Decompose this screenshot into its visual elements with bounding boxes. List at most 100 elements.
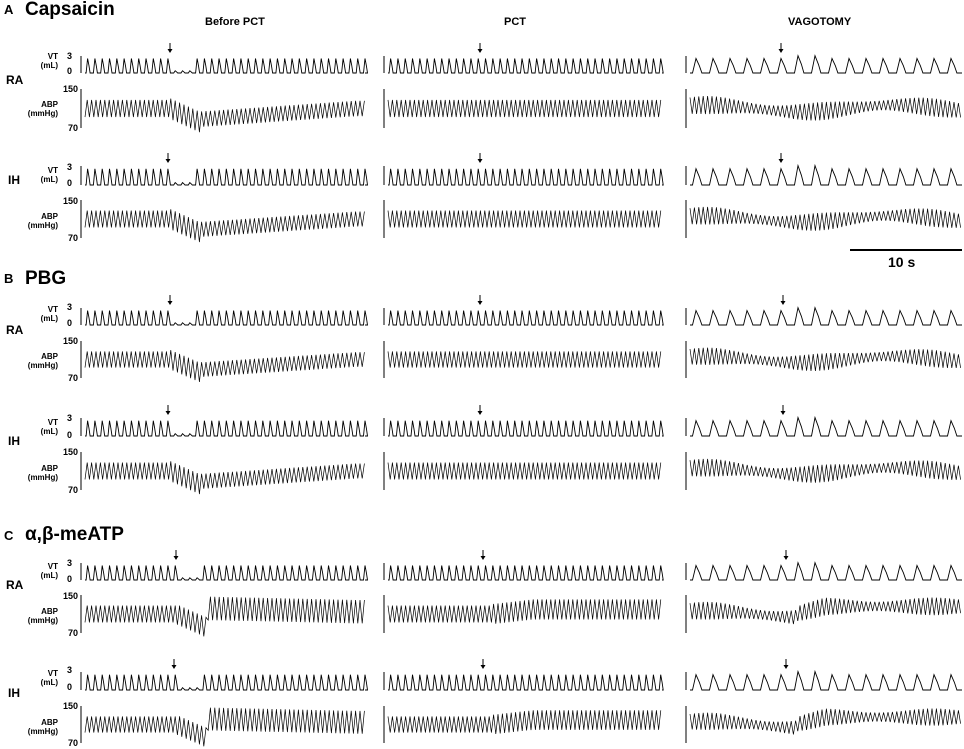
panel-b-ih-vagotomy-abp-trace — [689, 458, 961, 483]
panel-b-ih-before-pct-abp-trace — [84, 461, 365, 495]
panel-c-ra-vt-tick-max: 3 — [66, 558, 72, 568]
panel-c-ih-abp-label: ABP (mmHg) — [27, 718, 58, 736]
panel-b-ra-before-pct-stimulus-arrow-icon-head — [167, 301, 173, 305]
panel-b-ra-vagotomy-abp-trace — [689, 347, 961, 371]
panel-a-ra-abp-label: ABP (mmHg) — [27, 100, 58, 118]
panel-c-ih-before-pct-vt-trace — [85, 674, 369, 691]
panel-a-ra-abp-tick-max: 150 — [62, 84, 78, 94]
panel-b-ih-vt-label: VT (mL) — [40, 418, 58, 436]
panel-b-ra-vt-tick-max: 3 — [66, 302, 72, 312]
panel-a-ra-vagotomy-vt-trace — [690, 54, 962, 74]
column-header-vagotomy: VAGOTOMY — [788, 16, 852, 28]
panel-c-ra-abp-tick-max: 150 — [62, 591, 78, 601]
panel-b-ih-pct-stimulus-arrow-icon-head — [477, 411, 483, 415]
panel-a-title: Capsaicin — [25, 0, 115, 20]
panel-c-ra-vagotomy-abp-trace — [689, 597, 961, 625]
panel-c-ra-vt-label: VT (mL) — [40, 562, 58, 580]
panel-c-ih-before-pct-stimulus-arrow-icon-head — [171, 665, 177, 669]
panel-b-ra-pct-abp-trace — [387, 351, 662, 368]
panel-a-ih-abp-tick-min: 70 — [67, 233, 78, 243]
panel-c-ih-abp-tick-min: 70 — [67, 738, 78, 748]
panel-a-ih-pct-stimulus-arrow-icon-head — [477, 159, 483, 163]
panel-b-ra-vt-tick-min: 0 — [66, 318, 72, 328]
column-header-before-pct: Before PCT — [205, 16, 265, 28]
panel-a-ih-before-pct-vt-trace — [85, 168, 369, 186]
panel-a-ih-pct-abp-trace — [387, 210, 662, 228]
panel-a-ih-before-pct-stimulus-arrow-icon-head — [165, 159, 171, 163]
panel-c-ih-before-pct-abp-trace — [84, 707, 365, 747]
panel-a-ra-pct-vt-trace — [388, 58, 664, 74]
panel-a-ih-abp-tick-max: 150 — [62, 196, 78, 206]
panel-c-ih-vagotomy-stimulus-arrow-icon-head — [783, 665, 789, 669]
panel-a-ih-abp-label: ABP (mmHg) — [27, 212, 58, 230]
panel-a-ra-vt-label: VT (mL) — [40, 52, 58, 70]
panel-b-ih-before-pct-stimulus-arrow-icon-head — [165, 411, 171, 415]
panel-c-ih-pct-abp-trace — [387, 710, 662, 735]
panel-c-ih-vagotomy-vt-trace — [690, 669, 962, 691]
panel-b-title: PBG — [25, 268, 67, 289]
panel-a-ra-label: RA — [6, 73, 24, 87]
panel-a-ra-before-pct-abp-trace — [84, 98, 365, 133]
panel-b-ra-pct-vt-trace — [388, 310, 664, 326]
panel-a-ih-vt-tick-min: 0 — [66, 178, 72, 188]
panel-b-ra-before-pct-vt-trace — [85, 310, 369, 326]
panel-c-ra-pct-abp-trace — [387, 599, 662, 624]
panel-a-ih-before-pct-abp-trace — [84, 209, 365, 243]
panel-b-ih-pct-abp-trace — [387, 462, 662, 480]
panel-b-letter: B — [4, 271, 14, 286]
panel-a-ih-vt-label: VT (mL) — [40, 166, 58, 184]
panel-c-ra-abp-label: ABP (mmHg) — [27, 607, 58, 625]
panel-b-ih-vt-tick-min: 0 — [66, 430, 72, 440]
panel-b-ih-abp-tick-max: 150 — [62, 447, 78, 457]
panel-c-ra-before-pct-abp-trace — [84, 596, 365, 637]
panel-c-ra-pct-stimulus-arrow-icon-head — [480, 556, 486, 560]
panel-c-ra-abp-tick-min: 70 — [67, 628, 78, 638]
panel-c-ra-before-pct-stimulus-arrow-icon-head — [173, 556, 179, 560]
panel-a-letter: A — [4, 2, 14, 17]
panel-c-ra-pct-vt-trace — [388, 565, 664, 581]
panel-b-ih-vt-tick-max: 3 — [66, 413, 72, 423]
panel-a-ra-vagotomy-abp-trace — [689, 96, 961, 121]
panel-b-ra-pct-stimulus-arrow-icon-head — [477, 301, 483, 305]
panel-b-ih-vagotomy-vt-trace — [690, 415, 962, 437]
panel-a-ra-before-pct-vt-trace — [85, 58, 369, 74]
panel-c-ih-vt-tick-min: 0 — [66, 682, 72, 692]
panel-c-ih-pct-vt-trace — [388, 674, 664, 691]
panel-b-ih-abp-label: ABP (mmHg) — [27, 464, 58, 482]
panel-c-ih-vagotomy-abp-trace — [689, 708, 961, 735]
panel-a-ih-vagotomy-vt-trace — [690, 163, 962, 186]
panel-c-ih-pct-stimulus-arrow-icon-head — [480, 665, 486, 669]
panel-c-ra-vt-tick-min: 0 — [66, 574, 72, 584]
panel-c-ih-label: IH — [8, 686, 20, 700]
panel-a-ih-vagotomy-abp-trace — [689, 206, 961, 231]
panel-a-ra-vagotomy-stimulus-arrow-icon-head — [778, 49, 784, 53]
panel-b-ih-before-pct-vt-trace — [85, 420, 369, 437]
panel-a-ih-vt-tick-max: 3 — [66, 162, 72, 172]
panel-a-ra-vt-tick-max: 3 — [66, 51, 72, 61]
panel-a-ra-pct-stimulus-arrow-icon-head — [477, 49, 483, 53]
scale-bar-label: 10 s — [888, 254, 916, 270]
panel-c-title: α,β-meATP — [25, 524, 124, 545]
panel-b-ra-abp-tick-min: 70 — [67, 373, 78, 383]
panel-a-ra-abp-tick-min: 70 — [67, 123, 78, 133]
panel-c-ra-label: RA — [6, 578, 24, 592]
panel-b-ra-label: RA — [6, 323, 24, 337]
panel-b-ra-before-pct-abp-trace — [84, 350, 365, 383]
panel-b-ra-vt-label: VT (mL) — [40, 305, 58, 323]
panel-a-ih-pct-vt-trace — [388, 168, 664, 186]
panel-b-ih-abp-tick-min: 70 — [67, 485, 78, 495]
panel-c-letter: C — [4, 528, 14, 543]
panel-c-ih-vt-label: VT (mL) — [40, 669, 58, 687]
panel-b-ih-label: IH — [8, 434, 20, 448]
panel-a-ra-vt-tick-min: 0 — [66, 66, 72, 76]
panel-b-ra-abp-label: ABP (mmHg) — [27, 352, 58, 370]
panel-c-ih-abp-tick-max: 150 — [62, 701, 78, 711]
panel-b-ra-vagotomy-vt-trace — [690, 306, 962, 326]
panel-c-ih-vt-tick-max: 3 — [66, 665, 72, 675]
column-header-pct: PCT — [504, 16, 526, 28]
panel-b-ih-vagotomy-stimulus-arrow-icon-head — [780, 411, 786, 415]
panel-a-ih-vagotomy-stimulus-arrow-icon-head — [778, 159, 784, 163]
panel-a-ra-pct-abp-trace — [387, 99, 662, 118]
panel-c-ra-before-pct-vt-trace — [85, 565, 369, 581]
